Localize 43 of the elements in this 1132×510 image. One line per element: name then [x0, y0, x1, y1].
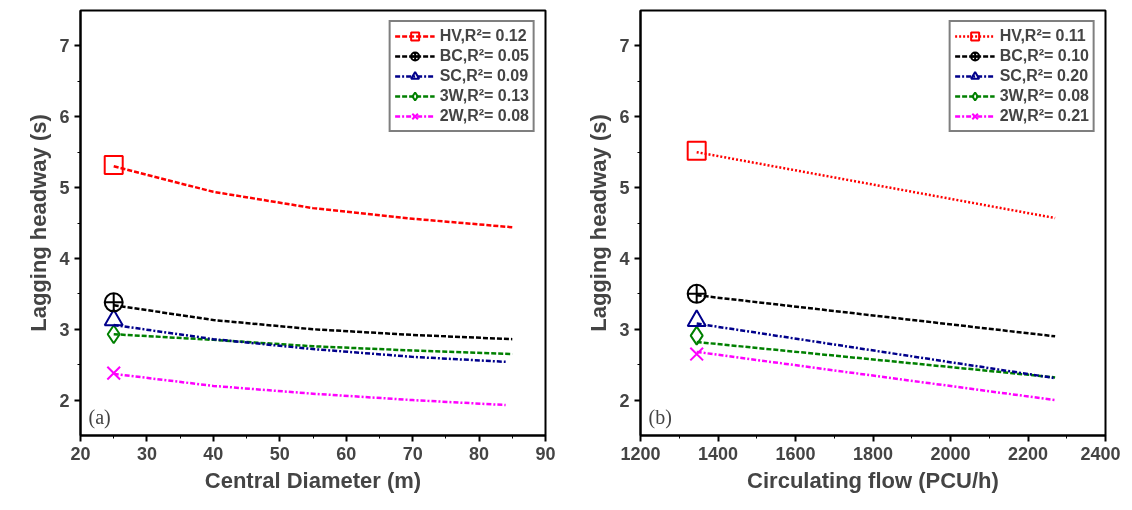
- y-tick-label: 4: [619, 248, 630, 269]
- x-tick-label: 1200: [620, 443, 661, 464]
- x-tick-label: 1400: [697, 443, 739, 464]
- x-tick-label: 60: [336, 443, 357, 464]
- y-tick-label: 5: [619, 178, 630, 199]
- x-tick-label: 20: [70, 443, 91, 464]
- x-tick-label: 80: [469, 443, 490, 464]
- y-tick-label: 6: [59, 107, 70, 128]
- y-tick-label: 3: [619, 319, 630, 340]
- legend-label: 2W,R²= 0.08: [439, 106, 529, 126]
- x-axis-title: Circulating flow (PCU/h): [747, 467, 999, 493]
- x-tick-label: 30: [136, 443, 157, 464]
- x-tick-label: 70: [402, 443, 423, 464]
- legend-label: BC,R²= 0.10: [999, 46, 1089, 66]
- legend-label: 3W,R²= 0.13: [439, 86, 529, 106]
- y-tick-label: 2: [59, 390, 70, 411]
- legend-label: HV,R²= 0.12: [439, 26, 527, 46]
- y-tick-label: 5: [59, 178, 70, 199]
- annotation: (b): [648, 405, 672, 429]
- legend-label: SC,R²= 0.09: [439, 66, 529, 86]
- y-tick-label: 7: [59, 36, 70, 57]
- y-axis-title: Lagging headway (s): [586, 114, 612, 332]
- x-tick-label: 90: [535, 443, 556, 464]
- x-tick-label: 2000: [930, 443, 971, 464]
- legend-label: 3W,R²= 0.08: [999, 86, 1089, 106]
- y-axis-title: Lagging headway (s): [26, 114, 52, 332]
- x-tick-label: 2400: [1080, 443, 1121, 464]
- x-tick-label: 2200: [1007, 443, 1049, 464]
- legend-label: 2W,R²= 0.21: [999, 106, 1089, 126]
- legend-label: HV,R²= 0.11: [999, 26, 1086, 46]
- x-tick-label: 50: [269, 443, 290, 464]
- y-tick-label: 3: [59, 319, 70, 340]
- x-tick-label: 40: [203, 443, 224, 464]
- x-tick-label: 1600: [775, 443, 816, 464]
- annotation: (a): [88, 405, 111, 429]
- legend-label: BC,R²= 0.05: [439, 46, 529, 66]
- x-tick-label: 1800: [852, 443, 894, 464]
- legend-label: SC,R²= 0.20: [999, 66, 1089, 86]
- y-tick-label: 6: [619, 107, 630, 128]
- y-tick-label: 4: [59, 248, 70, 269]
- x-axis-title: Central Diameter (m): [204, 467, 422, 493]
- y-tick-label: 2: [619, 390, 630, 411]
- y-tick-label: 7: [619, 36, 630, 57]
